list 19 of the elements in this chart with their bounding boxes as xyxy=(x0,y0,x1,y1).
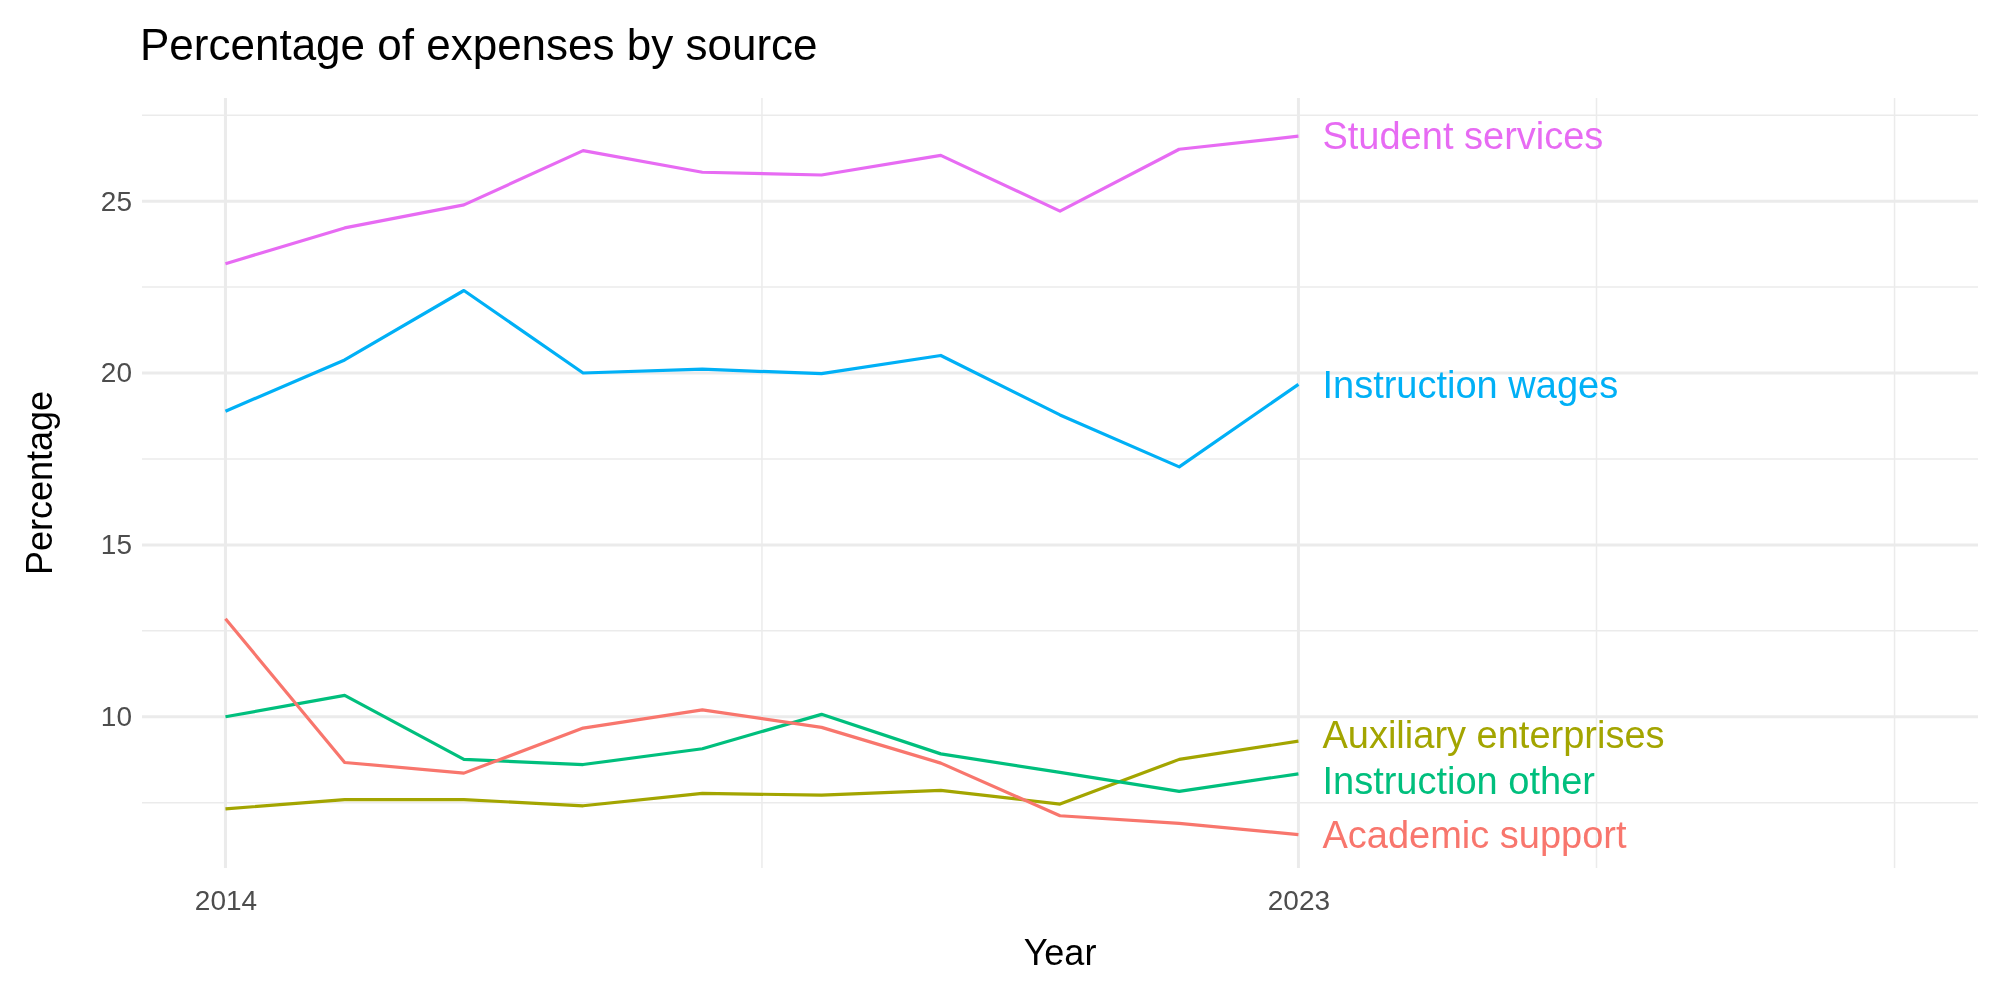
series-label: Instruction other xyxy=(1322,759,1596,802)
x-tick-label: 2023 xyxy=(1267,884,1331,916)
x-axis-title: Year xyxy=(1023,932,1097,973)
series-label: Academic support xyxy=(1322,813,1628,856)
series-label: Instruction wages xyxy=(1322,363,1619,406)
line-series xyxy=(223,134,1301,266)
y-tick-label: 10 xyxy=(100,701,132,733)
line-series xyxy=(223,617,1301,837)
line-series xyxy=(223,739,1301,811)
series-label: Auxiliary enterprises xyxy=(1322,713,1665,756)
series-label: Student services xyxy=(1322,115,1604,158)
y-tick-label: 15 xyxy=(100,529,132,561)
chart-title: Percentage of expenses by source xyxy=(140,20,818,69)
x-tick-label: 2014 xyxy=(194,884,258,916)
line-series xyxy=(223,693,1301,793)
y-tick-label: 25 xyxy=(100,185,132,217)
y-tick-label: 20 xyxy=(100,357,132,389)
line-series xyxy=(223,288,1301,469)
y-axis-title: Percentage xyxy=(19,390,60,576)
